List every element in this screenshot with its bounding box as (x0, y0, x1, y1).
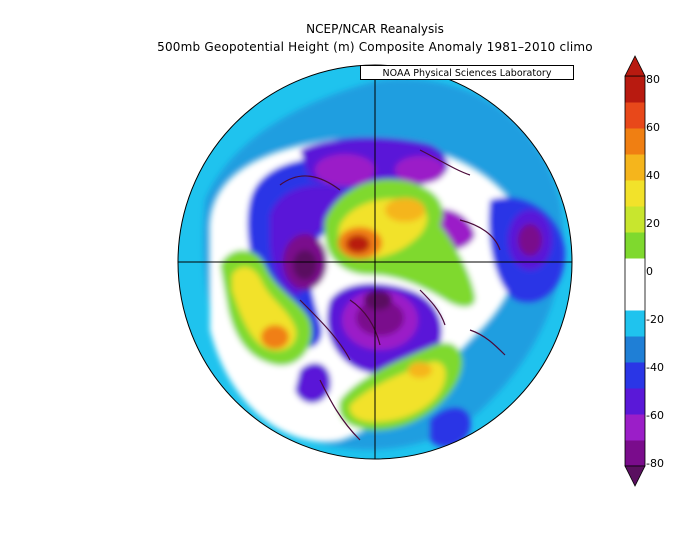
colorbar-top-arrow (624, 55, 646, 77)
colorbar-block (625, 284, 645, 311)
colorbar-block (625, 336, 645, 363)
colorbar-block (625, 440, 645, 467)
colorbar-label-neg20: -20 (646, 313, 664, 326)
coastlines (279, 149, 506, 441)
colorbar-block (625, 232, 645, 259)
colorbar-label-neg40: -40 (646, 361, 664, 374)
colorbar-label-60: 60 (646, 121, 660, 134)
colorbar-label-20: 20 (646, 217, 660, 230)
colorbar-block (625, 258, 645, 285)
colorbar-block (625, 180, 645, 207)
colorbar-block (625, 76, 645, 103)
colorbar-label-40: 40 (646, 169, 660, 182)
colorbar-block (625, 414, 645, 441)
colorbar-block (625, 388, 645, 415)
colorbar-block (625, 102, 645, 129)
chart-subtitle: 500mb Geopotential Height (m) Composite … (157, 40, 593, 54)
anomaly-field (203, 78, 566, 450)
colorbar-label-0: 0 (646, 265, 653, 278)
colorbar-block (625, 310, 645, 337)
chart-title: NCEP/NCAR Reanalysis (306, 22, 444, 36)
colorbar-block (625, 128, 645, 155)
colorbar-bottom-arrow (624, 465, 646, 487)
credit-label: NOAA Physical Sciences Laboratory (360, 65, 574, 80)
colorbar-block (625, 154, 645, 181)
colorbar (624, 55, 646, 487)
colorbar-label-neg60: -60 (646, 409, 664, 422)
colorbar-block (625, 206, 645, 233)
colorbar-block (625, 362, 645, 389)
colorbar-label-80: 80 (646, 73, 660, 86)
colorbar-label-neg80: -80 (646, 457, 664, 470)
